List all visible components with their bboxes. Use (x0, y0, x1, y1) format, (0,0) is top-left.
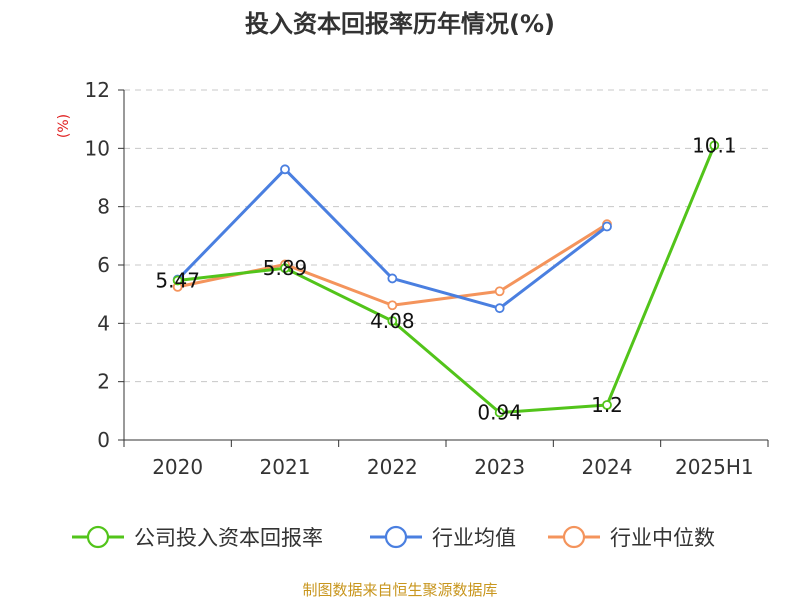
y-tick-label: 8 (97, 195, 110, 219)
data-point[interactable] (387, 316, 398, 326)
data-point[interactable] (494, 407, 505, 418)
data-point[interactable] (494, 303, 505, 314)
x-tick-label: 2021 (260, 455, 311, 479)
source-note: 制图数据来自恒生聚源数据库 (302, 581, 497, 599)
y-tick-label: 4 (97, 311, 110, 335)
y-tick-label: 0 (97, 428, 110, 452)
legend-marker (562, 525, 586, 549)
data-point[interactable] (387, 300, 398, 311)
series-0 (172, 140, 720, 418)
data-point[interactable] (387, 273, 398, 284)
legend-label: 行业中位数 (610, 526, 715, 550)
data-point[interactable] (280, 164, 290, 175)
legend-marker (384, 525, 408, 549)
x-tick-label: 2024 (582, 455, 633, 479)
gridlines (124, 89, 768, 383)
legend-marker (86, 525, 110, 549)
series-line (177, 144, 716, 415)
x-tick-label: 2020 (152, 455, 203, 479)
y-tick-label: 6 (97, 253, 110, 277)
x-tick-label: 2023 (474, 455, 525, 479)
legend-label: 公司投入资本回报率 (134, 526, 323, 550)
data-label: 4.08 (370, 309, 415, 333)
data-label: 0.94 (477, 401, 522, 425)
data-label: 5.47 (155, 268, 200, 292)
legend-item-0[interactable]: 公司投入资本回报率 (72, 525, 323, 550)
series-group (172, 140, 720, 418)
y-tick-label: 10 (85, 136, 110, 160)
legend-item-1[interactable]: 行业均值 (370, 525, 516, 550)
data-point[interactable] (602, 400, 612, 410)
series-line (176, 167, 608, 310)
chart-title: 投入资本回报率历年情况(%) (245, 10, 555, 38)
data-label: 5.89 (263, 256, 308, 280)
legend[interactable]: 公司投入资本回报率 行业均值 行业中位数 (72, 525, 715, 550)
axes: 0 2 4 6 8 10 12 2020 2021 2022 2023 2024 2025H1 (85, 78, 769, 479)
data-label: 1.2 (591, 393, 623, 417)
y-axis-label: (%) (56, 114, 72, 138)
data-point[interactable] (280, 263, 290, 274)
legend-item-2[interactable]: 行业中位数 (548, 525, 715, 550)
x-tick-label: 2022 (367, 455, 418, 479)
y-tick-label: 2 (97, 370, 110, 394)
legend-label: 行业均值 (432, 526, 516, 550)
y-tick-label: 12 (85, 78, 110, 102)
data-point[interactable] (172, 275, 183, 286)
x-tick-label: 2025H1 (675, 455, 754, 479)
data-point[interactable] (602, 221, 612, 232)
data-point[interactable] (494, 286, 505, 297)
data-labels: 5.47 5.89 4.08 0.94 1.2 10.1 (155, 133, 736, 424)
data-point[interactable] (709, 140, 720, 151)
data-label: 10.1 (692, 133, 737, 157)
series-1 (172, 164, 612, 314)
